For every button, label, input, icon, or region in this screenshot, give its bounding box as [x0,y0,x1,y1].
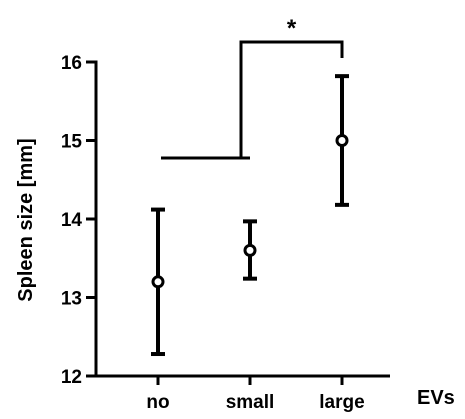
y-tick-label: 12 [61,367,82,388]
data-point-small [243,243,257,257]
x-tick-label-large: large [319,392,364,413]
marks [151,74,349,357]
y-tick-label: 16 [61,53,82,74]
y-tick-label: 14 [61,210,83,231]
y-axis-title: Spleen size [mm] [15,138,37,301]
x-axis-title: EVs [417,387,455,409]
x-tick-label-no: no [146,392,169,413]
significance-label: * [287,15,297,42]
data-point-no [151,275,165,289]
x-tick-label-small: small [226,392,275,413]
data-point-large [335,134,349,147]
annotations: * [161,15,344,160]
y-tick-label: 15 [61,132,83,153]
y-tick-label: 13 [61,289,82,310]
axes: 12 13 14 15 16 no small large [61,53,390,413]
significance-bracket [239,40,344,158]
